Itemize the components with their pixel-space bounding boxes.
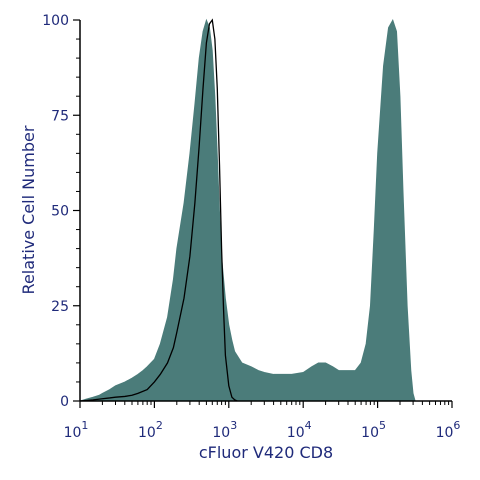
y-tick-label: 25 xyxy=(51,299,69,315)
x-tick-label-exponent: 1 xyxy=(81,419,88,432)
x-axis-ticks xyxy=(79,401,453,408)
x-axis-title: cFluor V420 CD8 xyxy=(199,443,333,462)
x-tick-label-exponent: 3 xyxy=(230,419,237,432)
filled-histogram-series xyxy=(79,18,416,402)
x-tick-label-exponent: 5 xyxy=(379,419,386,432)
x-tick-label: 103 xyxy=(212,419,237,441)
y-axis-tick-labels: 0 25 50 75 100 xyxy=(42,13,69,410)
x-tick-label: 102 xyxy=(138,419,163,441)
x-tick-label-base: 10 xyxy=(138,425,156,441)
y-tick-label: 100 xyxy=(42,13,69,29)
y-tick-label: 0 xyxy=(60,394,69,410)
x-tick-label: 104 xyxy=(287,419,312,441)
x-tick-label-base: 10 xyxy=(361,425,379,441)
x-tick-label-base: 10 xyxy=(436,425,454,441)
x-tick-label: 101 xyxy=(64,419,89,441)
x-tick-label: 106 xyxy=(436,419,461,441)
x-tick-label-base: 10 xyxy=(287,425,305,441)
x-tick-label-exponent: 2 xyxy=(156,419,163,432)
y-axis-title: Relative Cell Number xyxy=(19,125,38,294)
x-tick-label-exponent: 4 xyxy=(305,419,312,432)
x-tick-label-base: 10 xyxy=(64,425,82,441)
x-tick-label-exponent: 6 xyxy=(453,419,460,432)
x-tick-label: 105 xyxy=(361,419,386,441)
outline-histogram-series xyxy=(79,18,238,402)
y-axis-ticks xyxy=(73,19,80,402)
y-tick-label: 50 xyxy=(51,204,69,220)
y-tick-label: 75 xyxy=(51,108,69,124)
series-layer xyxy=(79,18,416,402)
x-tick-label-base: 10 xyxy=(212,425,230,441)
x-axis-tick-labels: 101 102 103 104 105 106 xyxy=(64,419,461,441)
